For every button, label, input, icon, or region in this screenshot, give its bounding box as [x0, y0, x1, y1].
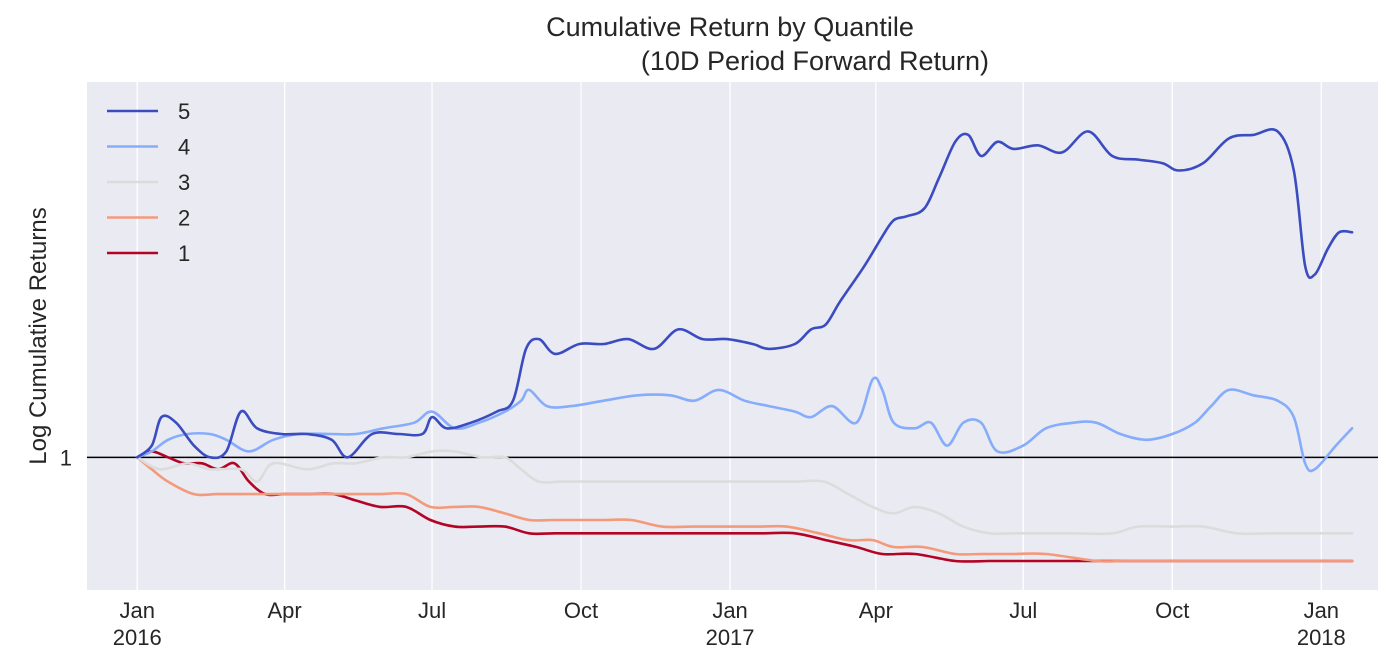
y-axis-label: Log Cumulative Returns — [25, 207, 52, 464]
x-tick-label-6: Jul — [1009, 598, 1037, 623]
x-tick-label-2: Jul — [418, 598, 446, 623]
legend-label-4: 4 — [178, 135, 190, 160]
x-tick-label-1: Apr — [267, 598, 301, 623]
x-tick-label-8: Jan — [1304, 598, 1339, 623]
x-tick-sublabel-8: 2018 — [1297, 625, 1346, 650]
plot-area — [87, 82, 1378, 590]
series-line-4 — [135, 376, 1354, 473]
x-tick-label-0: Jan — [119, 598, 154, 623]
series-lines — [135, 127, 1354, 563]
series-line-2 — [135, 456, 1354, 563]
y-tick-label-0: 1 — [60, 445, 72, 470]
legend-label-2: 2 — [178, 206, 190, 231]
x-tick-sublabel-4: 2017 — [706, 625, 755, 650]
x-tick-label-5: Apr — [859, 598, 893, 623]
legend-label-3: 3 — [178, 170, 190, 195]
series-line-5 — [135, 127, 1354, 460]
chart-subtitle: (10D Period Forward Return) — [641, 46, 989, 76]
chart-title: Cumulative Return by Quantile — [546, 12, 914, 42]
y-tick-labels: 1 — [60, 445, 72, 470]
x-tick-label-7: Oct — [1155, 598, 1189, 623]
x-tick-label-3: Oct — [564, 598, 598, 623]
series-line-1 — [135, 450, 1354, 563]
legend-label-1: 1 — [178, 241, 190, 266]
legend-label-5: 5 — [178, 99, 190, 124]
x-tick-sublabel-0: 2016 — [113, 625, 162, 650]
legend: 5 4 3 2 1 — [107, 99, 190, 266]
series-line-3 — [135, 449, 1354, 536]
x-tick-label-4: Jan — [712, 598, 747, 623]
grid-lines — [136, 82, 1322, 590]
